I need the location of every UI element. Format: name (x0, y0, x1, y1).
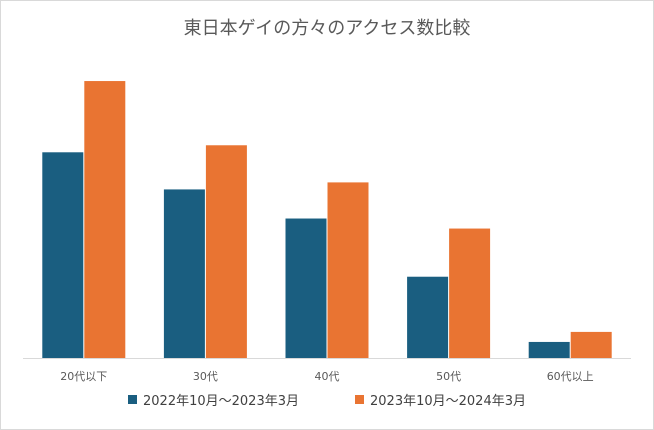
bar-60代以上-series-1 (528, 341, 570, 358)
bar-30代-series-1 (163, 189, 205, 358)
chart-title: 東日本ゲイの方々のアクセス数比較 (183, 18, 471, 39)
bar-20代以下-series-2 (84, 81, 126, 358)
bar-50代-series-2 (449, 228, 491, 358)
legend-swatch-series-2 (355, 395, 364, 404)
legend-item-series-2: 2023年10月～2024年3月 (355, 390, 526, 409)
legend-swatch-series-1 (128, 395, 138, 404)
x-tick-label: 30代 (193, 370, 218, 383)
legend-item-series-1: 2022年10月～2023年3月 (128, 390, 299, 409)
bar-50代-series-1 (407, 276, 449, 358)
bar-20代以下-series-1 (42, 152, 84, 358)
bar-40代-series-2 (327, 182, 369, 358)
legend-label-series-2: 2023年10月～2024年3月 (370, 394, 526, 409)
legend: 2022年10月～2023年3月 2023年10月～2024年3月 (1, 390, 653, 409)
bar-30代-series-2 (205, 145, 247, 358)
x-tick-label: 40代 (315, 370, 340, 383)
bar-60代以上-series-2 (570, 331, 612, 358)
legend-label-series-1: 2022年10月～2023年3月 (143, 394, 299, 409)
x-tick-label: 50代 (436, 370, 461, 383)
x-tick-label: 20代以下 (60, 370, 107, 383)
bar-40代-series-1 (285, 218, 327, 358)
x-tick-label: 60代以上 (547, 370, 594, 383)
